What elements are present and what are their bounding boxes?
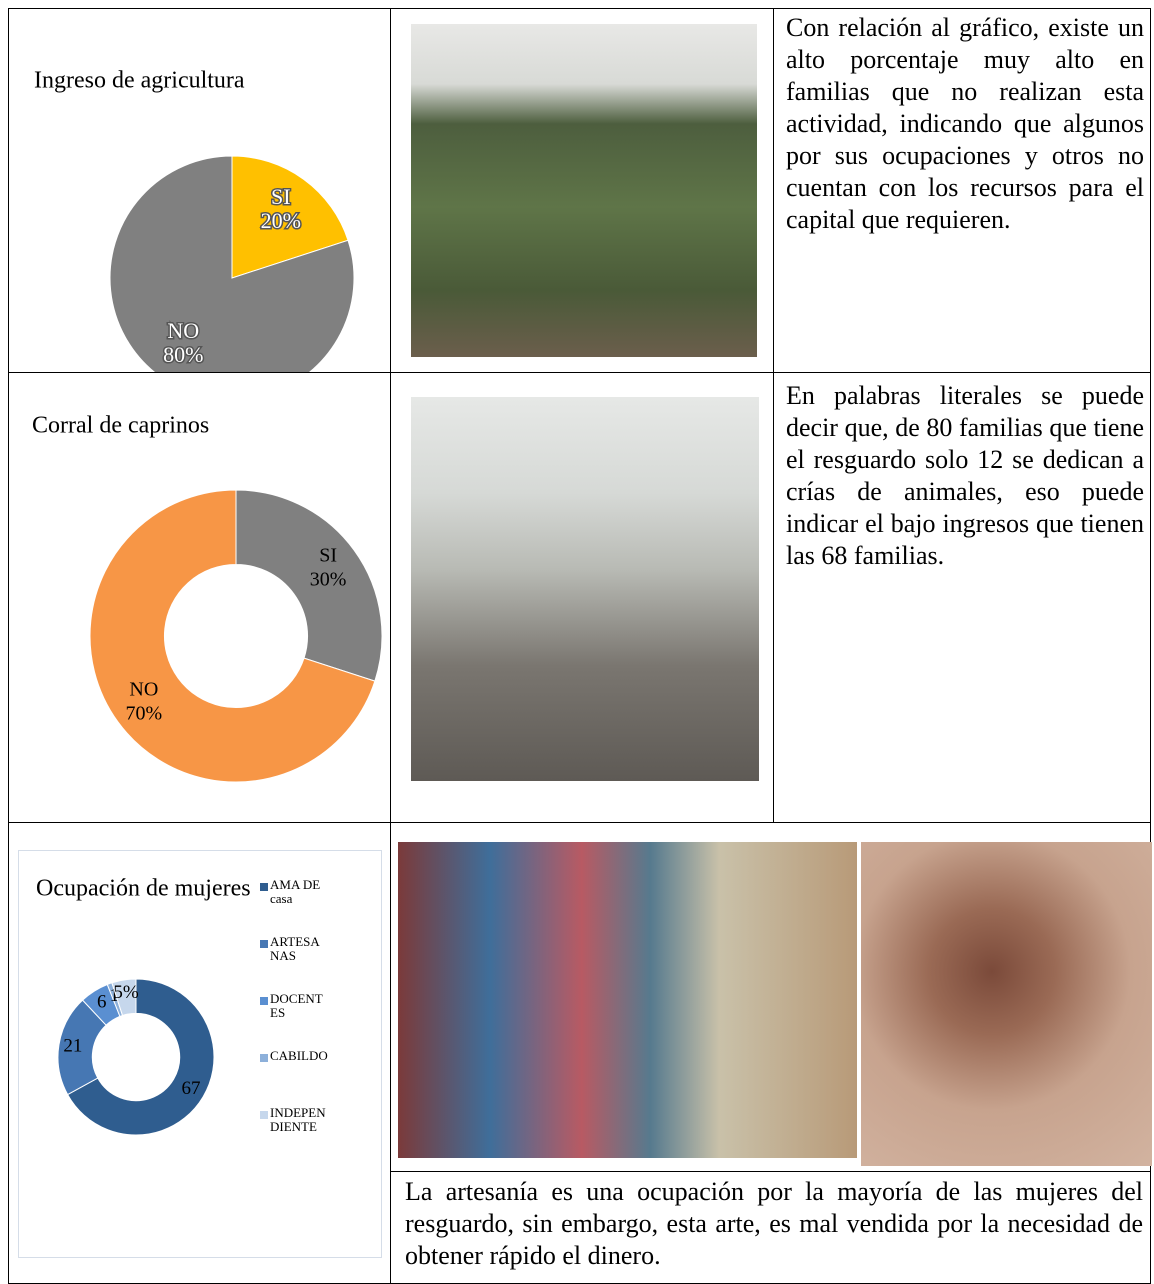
chart-title: Ingreso de agricultura [34, 68, 245, 94]
legend-swatch [260, 1111, 268, 1119]
legend-entry: DOCENTES [270, 992, 370, 1032]
legend-entry: INDEPENDIENTE [270, 1106, 370, 1146]
chart-title: Ocupación de mujeres [36, 876, 251, 902]
legend-swatch [260, 940, 268, 948]
data-label: 20% [261, 208, 301, 233]
photo [411, 397, 759, 781]
data-label: 70% [126, 703, 163, 725]
data-label: SI [271, 184, 291, 209]
data-label: NO [129, 679, 158, 701]
legend-swatch [260, 1054, 268, 1062]
data-label: 30% [310, 569, 347, 591]
legend-label: DOCENTES [270, 992, 328, 1020]
legend-entry: CABILDO [270, 1049, 370, 1089]
data-label: 67 [182, 1078, 201, 1099]
legend-entry: ARTESANAS [270, 935, 370, 975]
data-label: 80% [163, 342, 203, 367]
legend-entry: AMA DE casa [270, 878, 370, 918]
legend-label: INDEPENDIENTE [270, 1106, 328, 1134]
photo [411, 24, 757, 357]
photo [861, 842, 1152, 1166]
description: Con relación al gráfico, existe un alto … [786, 12, 1144, 236]
legend-swatch [260, 997, 268, 1005]
description: La artesanía es una ocupación por la may… [405, 1176, 1143, 1272]
page: Con relación al gráfico, existe un alto … [0, 0, 1154, 1284]
data-label: NO [167, 318, 199, 343]
divider [390, 1171, 1151, 1172]
legend-swatch [260, 883, 268, 891]
description: En palabras literales se puede decir que… [786, 380, 1144, 572]
slice [110, 156, 354, 372]
chart-title: Corral de caprinos [32, 413, 209, 439]
legend-label: ARTESANAS [270, 935, 328, 963]
legend-label: AMA DE casa [270, 878, 328, 906]
data-label: 6 [97, 991, 107, 1012]
legend-label: CABILDO [270, 1049, 328, 1063]
data-label: SI [319, 545, 337, 567]
photo [398, 842, 857, 1158]
data-label: 21 [63, 1035, 82, 1056]
data-label: 5% [113, 982, 139, 1003]
